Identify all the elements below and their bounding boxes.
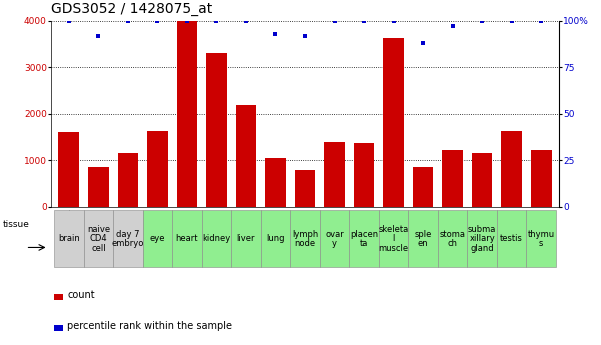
FancyBboxPatch shape: [526, 210, 556, 267]
Bar: [236, 105, 256, 207]
FancyBboxPatch shape: [408, 210, 438, 267]
Text: sple
en: sple en: [415, 229, 432, 248]
Point: [94, 33, 103, 38]
Point: [477, 18, 487, 23]
Point: [153, 18, 162, 23]
Text: lung: lung: [266, 234, 285, 244]
Bar: [472, 154, 492, 207]
Point: [359, 18, 369, 23]
Point: [123, 18, 133, 23]
Text: placen
ta: placen ta: [350, 229, 378, 248]
Text: day 7
embryо: day 7 embryо: [112, 229, 144, 248]
Text: subma
xillary
gland: subma xillary gland: [468, 225, 496, 253]
Bar: [118, 154, 138, 207]
Text: kidney: kidney: [203, 234, 231, 244]
Bar: [58, 132, 79, 207]
Text: count: count: [67, 290, 95, 299]
Bar: [383, 38, 404, 207]
FancyBboxPatch shape: [113, 210, 142, 267]
Point: [389, 18, 398, 23]
Text: ovar
y: ovar y: [325, 229, 344, 248]
Bar: [501, 131, 522, 207]
Text: testis: testis: [500, 234, 523, 244]
Point: [537, 18, 546, 23]
Point: [182, 18, 192, 23]
FancyBboxPatch shape: [438, 210, 468, 267]
FancyBboxPatch shape: [379, 210, 408, 267]
FancyBboxPatch shape: [468, 210, 497, 267]
FancyBboxPatch shape: [290, 210, 320, 267]
Bar: [531, 150, 552, 207]
Bar: [88, 167, 109, 207]
Point: [448, 23, 457, 29]
FancyBboxPatch shape: [349, 210, 379, 267]
Bar: [177, 21, 197, 207]
FancyBboxPatch shape: [172, 210, 202, 267]
Bar: [53, 325, 63, 331]
FancyBboxPatch shape: [231, 210, 261, 267]
Point: [64, 18, 73, 23]
Text: brain: brain: [58, 234, 80, 244]
Point: [270, 31, 280, 37]
Bar: [147, 131, 168, 207]
FancyBboxPatch shape: [320, 210, 349, 267]
Point: [507, 18, 516, 23]
Text: thymu
s: thymu s: [528, 229, 555, 248]
Point: [241, 18, 251, 23]
Bar: [442, 150, 463, 207]
Text: eye: eye: [150, 234, 165, 244]
Point: [418, 40, 428, 46]
Point: [212, 18, 221, 23]
Text: skeleta
l
muscle: skeleta l muscle: [379, 225, 409, 253]
Bar: [354, 143, 374, 207]
Text: percentile rank within the sample: percentile rank within the sample: [67, 321, 233, 331]
Bar: [324, 142, 345, 207]
Text: liver: liver: [237, 234, 255, 244]
FancyBboxPatch shape: [497, 210, 526, 267]
FancyBboxPatch shape: [261, 210, 290, 267]
Bar: [206, 53, 227, 207]
Text: tissue: tissue: [3, 220, 30, 229]
Point: [330, 18, 340, 23]
FancyBboxPatch shape: [202, 210, 231, 267]
FancyBboxPatch shape: [142, 210, 172, 267]
Bar: [265, 158, 286, 207]
Text: lymph
node: lymph node: [292, 229, 318, 248]
Text: stoma
ch: stoma ch: [440, 229, 466, 248]
Point: [300, 33, 310, 38]
Text: GDS3052 / 1428075_at: GDS3052 / 1428075_at: [51, 2, 212, 17]
Bar: [294, 170, 316, 207]
Bar: [53, 294, 63, 300]
Bar: [413, 167, 433, 207]
FancyBboxPatch shape: [84, 210, 113, 267]
FancyBboxPatch shape: [54, 210, 84, 267]
Text: heart: heart: [175, 234, 198, 244]
Text: naive
CD4
cell: naive CD4 cell: [87, 225, 110, 253]
